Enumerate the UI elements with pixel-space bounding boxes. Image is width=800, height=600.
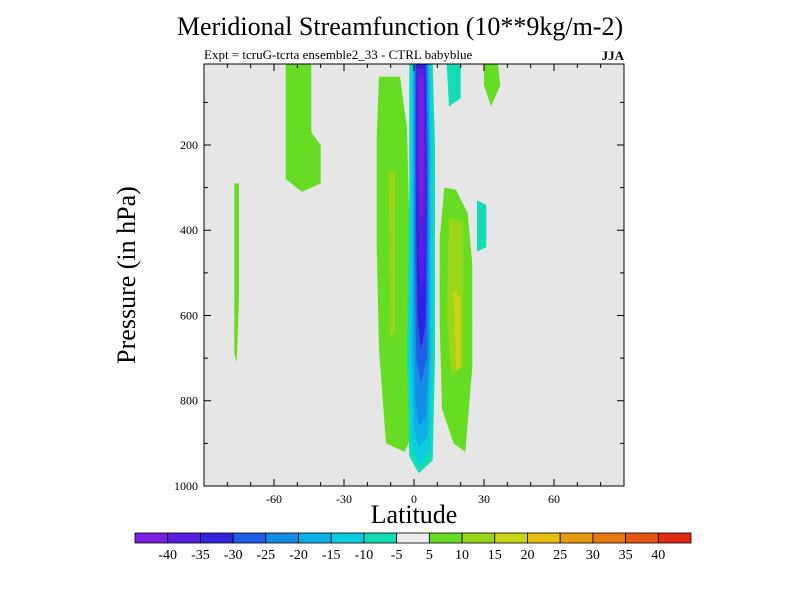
y-tick-label: 1000 [174,479,198,493]
x-tick-label: -60 [266,492,282,506]
y-axis-label: Pressure (in hPa) [112,186,141,364]
colorbar-swatch [134,532,169,544]
contour-region [388,170,396,337]
chart-subtitle: Expt = tcruG-tcrta ensemble2_33 - CTRL b… [204,47,473,62]
colorbar-label: 20 [520,548,534,563]
colorbar-label: -15 [322,548,341,563]
colorbar-swatch [298,532,332,544]
colorbar-label: 5 [426,548,433,563]
contour-region [234,183,239,363]
colorbar-swatch [657,532,692,544]
colorbar-label: 25 [553,548,567,563]
colorbar-swatch [167,532,201,544]
colorbar-swatch [428,532,463,544]
colorbar-swatch [363,532,398,544]
colorbar-label: -40 [158,548,177,563]
colorbar-swatch [232,532,267,544]
season-label: JJA [601,48,624,63]
contour-region [418,76,424,222]
colorbar-label: 40 [651,548,665,563]
colorbar-label: -25 [256,548,275,563]
contour-region [453,289,461,371]
colorbar-swatch [330,532,365,544]
axes-group: -60 -30 0 30 60 200 400 600 800 1000 [174,63,625,506]
x-axis-label: Latitude [370,500,458,529]
y-tick-label: 200 [180,138,198,152]
x-tick-label: 30 [478,492,490,506]
colorbar-label: -35 [191,548,210,563]
colorbar-swatch [461,532,496,544]
colorbar-swatch [396,532,430,544]
colorbar-swatch [592,532,626,544]
colorbar-swatch [265,532,299,544]
colorbar-label: -10 [355,548,374,563]
y-tick-label: 600 [180,308,198,322]
colorbar-swatch [494,532,528,544]
colorbar-label: 35 [619,548,633,563]
contour-region [446,64,461,107]
contour-region [285,64,321,192]
colorbar-swatch [559,532,594,544]
colorbar-swatch [200,532,234,544]
chart-title: Meridional Streamfunction (10**9kg/m-2) [176,12,624,41]
colorbar-label: 10 [455,548,469,563]
colorbar-label: -5 [391,548,403,563]
y-tick-label: 800 [180,394,198,408]
colorbar-label: 30 [586,548,600,563]
x-tick-label: 60 [548,492,560,506]
y-tick-label: 400 [180,223,198,237]
x-tick-label: 0 [411,492,417,506]
colorbar-swatch [527,532,561,544]
contour-region [484,64,501,107]
x-tick-label: -30 [336,492,352,506]
colorbar: -40 -35 -30 -25 -20 -15 -10 -5 5 10 15 20 25 30 35 40 [134,532,692,563]
contour-fill-group [234,64,501,474]
colorbar-swatch [625,532,659,544]
colorbar-label: -30 [224,548,243,563]
colorbar-label: 15 [488,548,502,563]
colorbar-label: -20 [289,548,308,563]
contour-region [477,200,487,252]
